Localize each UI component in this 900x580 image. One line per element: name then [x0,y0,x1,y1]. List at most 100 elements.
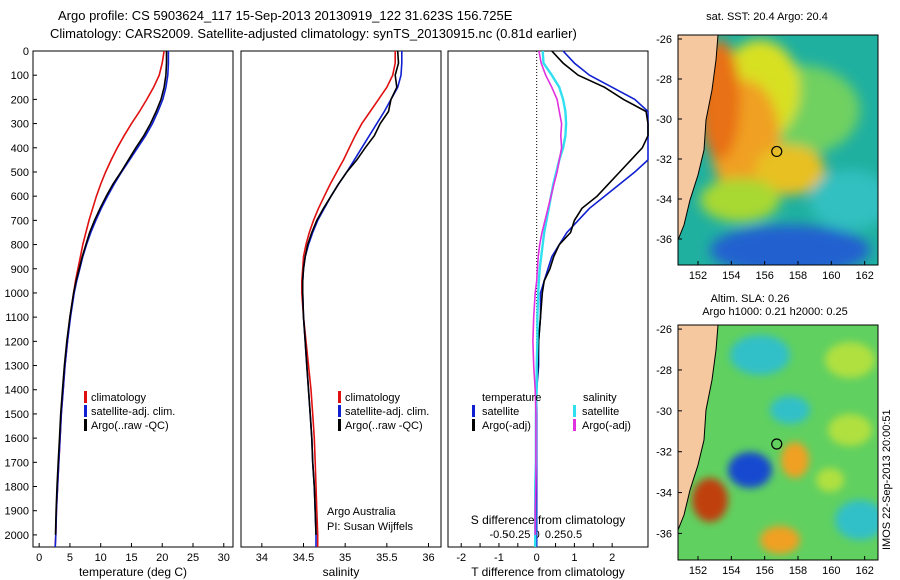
legend-swatch-argo [338,419,341,431]
series-line-argo-raw-qc- [301,50,400,535]
temperature-lines [54,50,170,548]
depth-tick-label: 1600 [5,433,29,445]
salinity-xlabel: salinity [323,565,360,579]
lon-tick-label: 158 [789,270,807,282]
x-tick-label: -2 [456,552,466,564]
difference-axes-frame [447,50,649,548]
x-tick-label: 10 [95,552,107,564]
lon-tick-label: 154 [722,270,740,282]
depth-tick-label: 100 [11,70,29,82]
x-tick-label: 1 [571,552,577,564]
series-line-climatology [300,51,397,547]
lat-tick-label: -34 [656,488,672,500]
x-tick-label: 2 [609,552,615,564]
depth-tick-label: 1800 [5,482,29,494]
header-line-1: Argo profile: CS 5903624_117 15-Sep-2013… [58,8,513,23]
sst-map: sat. SST: 20.4 Argo: 20.4 -26 -28 -30 [656,11,879,282]
salinity-legend: climatology satellite-adj. clim. Argo(..… [338,391,429,432]
x-tick-label: 36 [422,552,434,564]
legend-label-satellite: satellite-adj. clim. [91,406,175,418]
x-tick-label: 0 [36,552,42,564]
x-tick-label: 0 [534,552,540,564]
x-tick-label: 15 [125,552,137,564]
sla-patch [781,442,809,478]
lon-tick-label: 162 [855,565,873,577]
argo-float-marker [771,145,783,158]
sst-patch [755,145,825,195]
depth-tick-label: 200 [11,94,29,106]
depth-tick-label: 500 [11,167,29,179]
sla-patch [692,478,728,522]
lat-tick-label: -28 [656,365,672,377]
lat-tick-label: -36 [656,528,672,540]
difference-legend: temperature satellite Argo(-adj) salinit… [472,392,631,432]
depth-tick-label: 2000 [5,530,29,542]
sst-field [678,35,878,265]
depth-tick-label: 1900 [5,506,29,518]
sst-patch [810,170,878,230]
s-tick-label: 0.25 [545,529,566,541]
depth-tick-label: 700 [11,215,29,227]
s-tick-label: -0.5 [489,529,508,541]
lat-tick-label: -30 [656,114,672,126]
t-difference-ticks: -2 -1 0 1 2 [456,543,615,564]
series-line-salinity-argo-adj- [532,50,563,535]
depth-tick-label: 600 [11,191,29,203]
s-difference-ticks: -0.5-0.25 0 0.25 0.5 [489,529,582,541]
x-tick-label: 35.5 [376,552,397,564]
sla-patch [825,342,875,378]
depth-tick-label: 400 [11,143,29,155]
legend-label-s-argo: Argo(-adj) [582,420,631,432]
legend-swatch-satellite [84,405,87,417]
x-tick-label: 30 [218,552,230,564]
x-tick-label: 25 [187,552,199,564]
sst-patches [700,40,878,265]
legend-label-argo: Argo(..raw -QC) [91,420,169,432]
lon-tick-label: 160 [822,270,840,282]
x-tick-label: -1 [494,552,504,564]
lon-tick-label: 158 [789,565,807,577]
sla-patch [770,396,810,424]
sla-field [678,325,878,560]
sla-map-title-2: Argo h1000: 0.21 h2000: 0.25 [702,306,848,318]
difference-panel: -2 -1 0 1 2 -0.5-0.25 0 0.25 0.5 S difference f… [447,50,649,579]
legend-label-climatology: climatology [91,392,147,404]
sla-map-title-1: Altim. SLA: 0.26 [711,293,790,305]
legend-swatch-satellite [338,405,341,417]
salinity-ticks: 34 34.5 35 35.5 36 [256,543,435,564]
legend-title-temperature: temperature [482,392,541,404]
lon-tick-label: 160 [822,565,840,577]
legend-title-salinity: salinity [583,392,617,404]
lon-tick-label: 152 [689,270,707,282]
x-tick-label: 35 [339,552,351,564]
argo-float-marker [771,438,783,450]
depth-tick-label: 1300 [5,361,29,373]
lat-tick-label: -32 [656,447,672,459]
legend-swatch-climatology [338,391,341,403]
legend-swatch-t-satellite [472,405,475,417]
temperature-ticks: 0 5 10 15 20 25 30 [36,543,230,564]
salinity-lines [300,50,403,547]
s-tick-label: -0.25 [505,529,530,541]
legend-swatch-s-argo [573,419,576,431]
sst-patch [700,178,780,222]
x-tick-label: 34.5 [293,552,314,564]
credit-argo-australia: Argo Australia [327,506,396,518]
series-line-argo-raw-qc- [54,51,168,535]
sst-land [678,35,719,241]
s-difference-label: S difference from climatology [471,513,626,527]
sst-map-axes: -26 -28 -30 -32 -34 -36 152 154 156 158 160 162 [656,34,874,282]
lat-tick-label: -26 [656,34,672,46]
legend-swatch-climatology [84,391,87,403]
depth-tick-label: 1000 [5,288,29,300]
sla-patch [730,335,790,375]
sst-map-frame [677,34,879,266]
sla-map-frame [677,324,879,561]
lon-tick-label: 154 [722,565,740,577]
lat-tick-label: -34 [656,194,672,206]
lon-tick-label: 162 [855,270,873,282]
s-tick-label: 0.5 [567,529,582,541]
legend-label-argo: Argo(..raw -QC) [345,420,423,432]
lon-tick-label: 156 [755,270,773,282]
lat-tick-label: -26 [656,324,672,336]
